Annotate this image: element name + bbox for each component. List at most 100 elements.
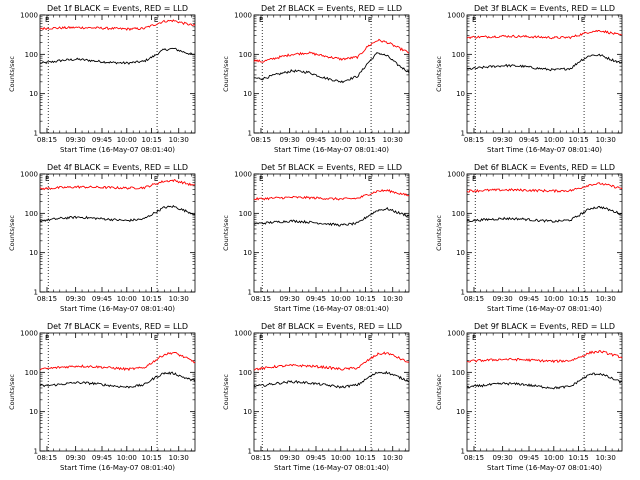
event-marker-label: E [472, 334, 476, 342]
plot-frame [466, 332, 623, 452]
x-tick-label: 09:45 [306, 295, 326, 303]
chart-det-8: Det 8f BLACK = Events, RED = LLD 1 10 100 10… [222, 322, 410, 472]
x-tick-label: 08:15 [464, 136, 484, 144]
event-marker-label: E [154, 334, 158, 342]
x-tick-label: 08:15 [37, 136, 57, 144]
x-tick-label: 10:15 [569, 295, 589, 303]
x-tick-label: 09:30 [493, 454, 513, 462]
chart-det-3: Det 3f BLACK = Events, RED = LLD 1 10 100 10… [435, 4, 623, 154]
x-tick-label: 10:15 [142, 295, 162, 303]
y-tick-label: 1 [34, 130, 38, 138]
x-axis-label: Start Time (16-May-07 08:01:40) [487, 305, 602, 313]
y-tick-label: 10 [456, 90, 465, 98]
plot-frame [466, 14, 623, 134]
plot-frame [39, 14, 196, 134]
x-tick-label: 08:15 [251, 454, 271, 462]
y-tick-label: 1000 [234, 171, 252, 179]
series-events-line [466, 53, 623, 72]
series-lld-line [253, 351, 410, 371]
x-tick-label: 08:15 [251, 295, 271, 303]
x-tick-label: 08:15 [464, 454, 484, 462]
y-tick-label: 10 [29, 249, 38, 257]
y-tick-label: 1000 [20, 12, 38, 20]
x-axis-label: Start Time (16-May-07 08:01:40) [274, 464, 389, 472]
x-tick-label: 10:00 [117, 295, 137, 303]
x-tick-label: 08:15 [464, 295, 484, 303]
x-axis-label: Start Time (16-May-07 08:01:40) [487, 464, 602, 472]
series-events-line [253, 52, 410, 84]
y-tick-label: 1 [248, 130, 252, 138]
y-tick-label: 100 [452, 51, 465, 59]
y-axis-label: Counts/sec [222, 215, 230, 251]
series-events-line [253, 207, 410, 227]
x-tick-label: 10:15 [569, 136, 589, 144]
event-marker-label: E [45, 16, 49, 24]
plot-frame [39, 332, 196, 452]
y-tick-label: 10 [456, 408, 465, 416]
plot-frame [39, 173, 196, 293]
series-lld-line [466, 182, 623, 193]
x-tick-label: 09:45 [306, 136, 326, 144]
x-axis-label: Start Time (16-May-07 08:01:40) [274, 305, 389, 313]
chart-title: Det 9f BLACK = Events, RED = LLD [474, 322, 615, 331]
y-tick-label: 1 [461, 289, 465, 297]
y-tick-label: 100 [25, 51, 38, 59]
y-tick-label: 1 [34, 448, 38, 456]
series-events-line [39, 47, 196, 65]
x-tick-label: 09:45 [519, 454, 539, 462]
x-tick-label: 10:00 [544, 454, 564, 462]
y-axis-label: Counts/sec [435, 215, 443, 251]
series-events-line [39, 204, 196, 223]
y-axis-label: Counts/sec [8, 215, 16, 251]
y-tick-label: 100 [239, 51, 252, 59]
event-marker-label: E [581, 16, 585, 24]
chart-title: Det 8f BLACK = Events, RED = LLD [261, 322, 402, 331]
x-tick-label: 10:00 [331, 136, 351, 144]
x-tick-label: 10:00 [544, 295, 564, 303]
chart-det-6: Det 6f BLACK = Events, RED = LLD 1 10 100 10… [435, 163, 623, 313]
y-tick-label: 100 [239, 369, 252, 377]
y-tick-label: 1000 [20, 330, 38, 338]
series-events-line [39, 371, 196, 389]
x-tick-label: 10:30 [383, 295, 403, 303]
x-tick-label: 10:15 [142, 454, 162, 462]
x-tick-label: 09:45 [92, 295, 112, 303]
y-axis-label: Counts/sec [435, 374, 443, 410]
y-tick-label: 1000 [447, 171, 465, 179]
x-tick-label: 10:30 [383, 454, 403, 462]
x-tick-label: 09:30 [280, 454, 300, 462]
x-tick-label: 10:30 [383, 136, 403, 144]
x-tick-label: 09:45 [92, 136, 112, 144]
series-lld-line [39, 351, 196, 372]
x-tick-label: 10:00 [544, 136, 564, 144]
chart-det-7: Det 7f BLACK = Events, RED = LLD 1 10 100 10… [8, 322, 196, 472]
event-marker-label: E [368, 16, 372, 24]
event-marker-label: E [472, 16, 476, 24]
x-tick-label: 08:15 [251, 136, 271, 144]
y-tick-label: 10 [456, 249, 465, 257]
chart-title: Det 4f BLACK = Events, RED = LLD [47, 163, 188, 172]
x-tick-label: 10:15 [142, 136, 162, 144]
y-tick-label: 1 [461, 448, 465, 456]
chart-det-2: Det 2f BLACK = Events, RED = LLD 1 10 100 10… [222, 4, 410, 154]
event-marker-label: E [581, 334, 585, 342]
series-lld-line [253, 188, 410, 201]
y-tick-label: 100 [239, 210, 252, 218]
x-axis-label: Start Time (16-May-07 08:01:40) [274, 146, 389, 154]
x-axis-label: Start Time (16-May-07 08:01:40) [60, 146, 175, 154]
x-tick-label: 09:30 [66, 295, 86, 303]
x-axis-label: Start Time (16-May-07 08:01:40) [487, 146, 602, 154]
series-lld-line [39, 19, 196, 31]
y-tick-label: 10 [29, 90, 38, 98]
y-tick-label: 10 [243, 249, 252, 257]
y-axis-label: Counts/sec [8, 374, 16, 410]
x-tick-label: 09:45 [306, 454, 326, 462]
plot-frame [253, 173, 410, 293]
y-tick-label: 1 [34, 289, 38, 297]
chart-title: Det 3f BLACK = Events, RED = LLD [474, 4, 615, 13]
x-tick-label: 09:30 [66, 136, 86, 144]
x-tick-label: 10:15 [356, 136, 376, 144]
event-marker-label: E [259, 175, 263, 183]
chart-title: Det 1f BLACK = Events, RED = LLD [47, 4, 188, 13]
